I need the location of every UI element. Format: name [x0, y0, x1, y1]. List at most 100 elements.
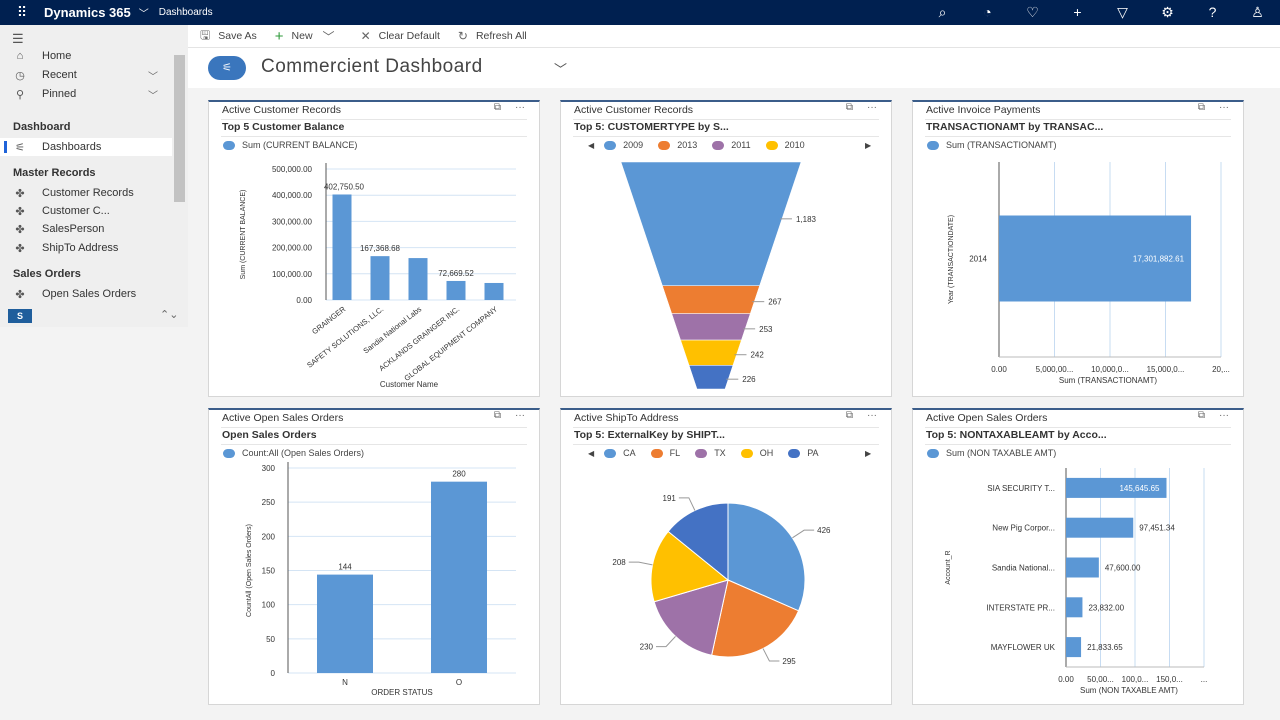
more-options-icon[interactable]: ··· — [867, 410, 877, 421]
app-launcher-icon[interactable]: ⠿ — [16, 4, 28, 20]
sidebar-item-label: SalesPerson — [42, 223, 105, 235]
lightbulb-icon[interactable]: ♡ — [1026, 4, 1039, 20]
legend-prev-arrow-icon[interactable]: ◀ — [588, 140, 595, 150]
filter-icon[interactable]: ▽ — [1117, 4, 1128, 20]
sidebar-scrollbar[interactable] — [174, 55, 185, 202]
y-tick-label: 200 — [262, 532, 276, 541]
y-tick-label: 2014 — [969, 255, 987, 264]
legend-item[interactable]: OH — [740, 448, 774, 458]
help-icon[interactable]: ? — [1208, 4, 1217, 20]
legend-item[interactable]: Sum (TRANSACTIONAMT) — [927, 140, 1057, 150]
legend-label: Sum (TRANSACTIONAMT) — [946, 140, 1057, 150]
plus-icon[interactable]: + — [1073, 4, 1082, 20]
new-button[interactable]: + New ﹀ — [275, 28, 343, 45]
chart-title[interactable]: Open Sales Orders — [222, 429, 317, 441]
dashboard-chart-card: Active Customer Records ⧉ ··· Top 5: CUST… — [560, 100, 892, 397]
more-options-icon[interactable]: ··· — [1219, 410, 1229, 421]
expand-chart-icon[interactable]: ⧉ — [845, 410, 853, 421]
top-navigation-bar: ⠿ Dynamics 365 ﹀ Dashboards ⌕ ◔ ♡ + ▽ ⚙ … — [0, 0, 1280, 25]
expand-chart-icon[interactable]: ⧉ — [1197, 410, 1205, 421]
legend-item[interactable]: Count:All (Open Sales Orders) — [223, 448, 364, 458]
legend-item[interactable]: Sum (NON TAXABLE AMT) — [927, 448, 1056, 458]
legend-item[interactable]: 2009 — [604, 140, 643, 150]
sidebar-item-dashboards[interactable]: ⚟ Dashboards — [0, 138, 172, 156]
dashboard-selector-chevron-icon[interactable]: ﹀ — [554, 62, 568, 77]
legend-label: Sum (CURRENT BALANCE) — [242, 140, 358, 150]
chart-legend: Count:All (Open Sales Orders) — [223, 448, 379, 458]
user-icon[interactable]: ♙ — [1251, 4, 1264, 20]
data-label: 280 — [452, 470, 466, 479]
expand-chart-icon[interactable]: ⧉ — [493, 410, 501, 421]
sidebar-item-customer-c[interactable]: ✤ Customer C... — [0, 202, 172, 220]
expand-chart-icon[interactable]: ⧉ — [845, 102, 853, 113]
legend-item[interactable]: TX — [695, 448, 726, 458]
chart-title[interactable]: Top 5: ExternalKey by SHIPT... — [574, 429, 725, 441]
legend-label: OH — [759, 448, 774, 458]
chevron-up-down-icon[interactable]: ⌃⌄ — [160, 309, 179, 321]
more-options-icon[interactable]: ··· — [515, 410, 525, 421]
y-tick-label: 500,000.00 — [272, 165, 313, 174]
chevron-down-icon[interactable]: ﹀ — [322, 29, 335, 44]
sidebar-item-recent[interactable]: ◷ Recent ﹀ — [0, 66, 172, 84]
chevron-down-icon[interactable]: ﹀ — [148, 90, 158, 102]
sidebar-item-open-sales-orders[interactable]: ✤ Open Sales Orders — [0, 285, 172, 303]
pie-slice — [650, 530, 730, 603]
app-name[interactable]: Dynamics 365 — [44, 5, 131, 20]
x-tick-label: 10,000,0... — [1091, 365, 1129, 374]
bar — [408, 258, 428, 300]
legend-next-arrow-icon[interactable]: ▶ — [865, 140, 872, 150]
sidebar-item-customer-records[interactable]: ✤ Customer Records — [0, 184, 172, 202]
refresh-all-button[interactable]: ↻ Refresh All — [458, 29, 527, 43]
assistant-icon[interactable]: ◔ — [983, 4, 992, 20]
chart-title[interactable]: Top 5 Customer Balance — [222, 121, 345, 133]
divider — [925, 119, 1231, 120]
area-badge[interactable]: S — [8, 309, 32, 323]
chart-title[interactable]: TRANSACTIONAMT by TRANSAC... — [926, 121, 1104, 133]
sidebar-item-pinned[interactable]: ⚲ Pinned ﹀ — [0, 85, 172, 103]
breadcrumb[interactable]: Dashboards — [158, 7, 213, 18]
hamburger-menu-icon[interactable]: ☰ — [12, 31, 24, 46]
more-options-icon[interactable]: ··· — [1219, 102, 1229, 113]
legend-item[interactable]: 2010 — [765, 140, 805, 150]
area-switcher[interactable]: S ⌃⌄ — [0, 305, 188, 327]
home-icon: ⌂ — [16, 50, 24, 62]
legend-item[interactable]: FL — [650, 448, 680, 458]
chart-title[interactable]: Top 5: CUSTOMERTYPE by S... — [574, 121, 729, 133]
page-title[interactable]: Commercient Dashboard — [261, 56, 483, 77]
legend-item[interactable]: 2013 — [658, 140, 697, 150]
legend-item[interactable]: 2011 — [712, 140, 751, 150]
leader-line — [628, 561, 653, 566]
chart-legend: Sum (NON TAXABLE AMT) — [927, 448, 1071, 458]
sidebar-item-shipto-address[interactable]: ✤ ShipTo Address — [0, 239, 172, 257]
expand-chart-icon[interactable]: ⧉ — [493, 102, 501, 113]
data-label: 1,183 — [796, 215, 817, 224]
legend-prev-arrow-icon[interactable]: ◀ — [588, 448, 595, 458]
legend-item[interactable]: CA — [604, 448, 636, 458]
save-as-button[interactable]: 🖫 Save As — [200, 26, 257, 47]
chart-view-name[interactable]: Active ShipTo Address — [574, 412, 679, 424]
legend-item[interactable]: PA — [788, 448, 819, 458]
sidebar-item-salesperson[interactable]: ✤ SalesPerson — [0, 220, 172, 238]
x-tick-label: 50,00... — [1087, 675, 1114, 684]
chart-view-name[interactable]: Active Invoice Payments — [926, 104, 1041, 116]
chart-canvas: 426 295 230 208 191 — [612, 494, 831, 666]
search-icon[interactable]: ⌕ — [938, 4, 947, 20]
chart-title[interactable]: Top 5: NONTAXABLEAMT by Acco... — [926, 429, 1107, 441]
chart-view-name[interactable]: Active Open Sales Orders — [926, 412, 1048, 424]
more-options-icon[interactable]: ··· — [515, 102, 525, 113]
data-label: 72,669.52 — [438, 269, 474, 278]
chart-view-name[interactable]: Active Customer Records — [222, 104, 342, 116]
chart-view-name[interactable]: Active Open Sales Orders — [222, 412, 344, 424]
clear-default-button[interactable]: ✕ Clear Default — [361, 29, 440, 43]
sidebar-item-home[interactable]: ⌂ Home — [0, 47, 172, 65]
chart-view-name[interactable]: Active Customer Records — [574, 104, 694, 116]
chevron-down-icon[interactable]: ﹀ — [138, 9, 149, 20]
legend-swatch — [765, 140, 778, 150]
chevron-down-icon[interactable]: ﹀ — [148, 71, 158, 83]
expand-chart-icon[interactable]: ⧉ — [1197, 102, 1205, 113]
legend-item[interactable]: Sum (CURRENT BALANCE) — [223, 140, 357, 150]
legend-label: TX — [714, 448, 726, 458]
gear-icon[interactable]: ⚙ — [1161, 4, 1174, 20]
legend-next-arrow-icon[interactable]: ▶ — [865, 448, 872, 458]
more-options-icon[interactable]: ··· — [867, 102, 877, 113]
